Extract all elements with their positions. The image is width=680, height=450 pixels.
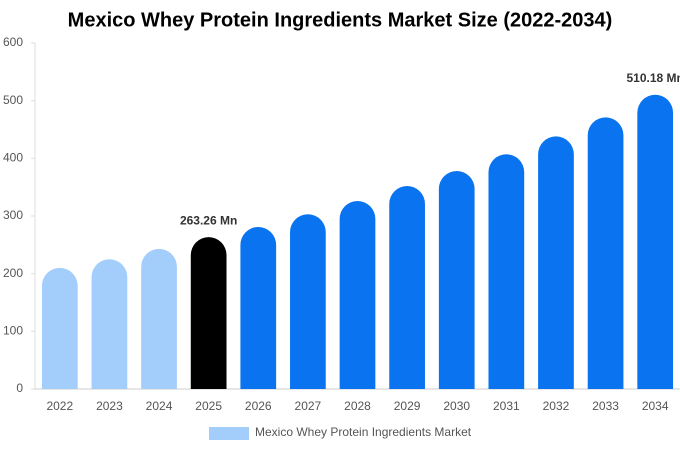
y-tick-label: 0 xyxy=(16,381,23,395)
x-tick-label: 2027 xyxy=(295,399,322,413)
legend-swatch xyxy=(209,427,249,440)
bar xyxy=(339,201,376,389)
x-tick-label: 2031 xyxy=(493,399,520,413)
bar xyxy=(141,248,177,389)
value-label: 510.18 Mn xyxy=(627,71,680,85)
bar xyxy=(438,171,475,389)
bar xyxy=(637,94,674,389)
bar xyxy=(488,154,525,389)
y-tick-label: 500 xyxy=(3,93,23,107)
bar xyxy=(587,117,624,389)
x-tick-label: 2034 xyxy=(642,399,669,413)
bar xyxy=(538,136,574,389)
bar xyxy=(91,259,128,389)
value-label: 263.26 Mn xyxy=(180,213,237,227)
y-tick-label: 200 xyxy=(3,266,23,280)
chart-title: Mexico Whey Protein Ingredients Market S… xyxy=(68,9,613,31)
bar xyxy=(190,237,227,389)
x-tick-label: 2033 xyxy=(592,399,619,413)
legend-label: Mexico Whey Protein Ingredients Market xyxy=(255,425,472,439)
x-tick-label: 2029 xyxy=(394,399,421,413)
bar xyxy=(290,214,326,389)
bar xyxy=(41,267,78,389)
x-tick-label: 2030 xyxy=(443,399,470,413)
x-tick-label: 2032 xyxy=(543,399,570,413)
bar xyxy=(240,226,277,389)
x-tick-label: 2024 xyxy=(146,399,173,413)
y-tick-label: 300 xyxy=(3,208,23,222)
x-tick-label: 2026 xyxy=(245,399,272,413)
x-tick-label: 2025 xyxy=(195,399,222,413)
x-tick-label: 2028 xyxy=(344,399,371,413)
bar xyxy=(389,186,425,389)
y-tick-label: 600 xyxy=(3,35,23,49)
x-tick-label: 2022 xyxy=(46,399,73,413)
y-tick-label: 400 xyxy=(3,151,23,165)
y-tick-label: 100 xyxy=(3,324,23,338)
x-tick-label: 2023 xyxy=(96,399,123,413)
